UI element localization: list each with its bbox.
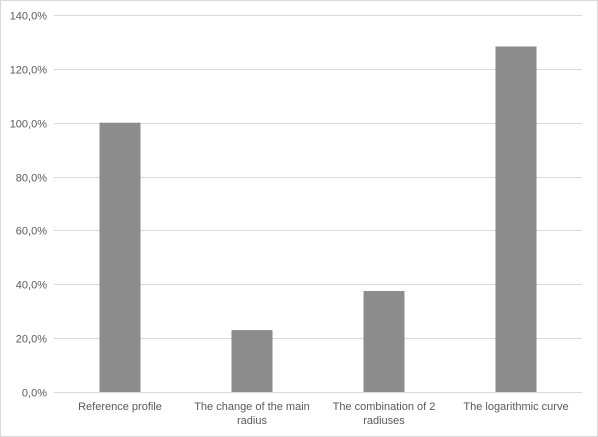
y-tick-label: 140,0% [10,11,48,23]
bar-3 [363,291,405,392]
y-tick-label: 100,0% [10,119,48,131]
x-category-label: radiuses [363,415,405,427]
x-category-label: The change of the main [194,401,310,413]
y-tick-label: 80,0% [16,173,47,185]
y-tick-label: 40,0% [16,280,47,292]
x-category-label: The logarithmic curve [463,401,568,413]
x-category-label: The combination of 2 [333,401,436,413]
y-tick-label: 60,0% [16,226,47,238]
y-tick-label: 20,0% [16,334,47,346]
x-category-label: Reference profile [78,401,162,413]
bar-4 [495,46,537,392]
bar-2 [231,330,273,392]
x-category-label: radius [237,415,267,427]
bar-1 [99,122,141,392]
y-tick-label: 0,0% [22,388,47,400]
y-tick-label: 120,0% [10,65,48,77]
